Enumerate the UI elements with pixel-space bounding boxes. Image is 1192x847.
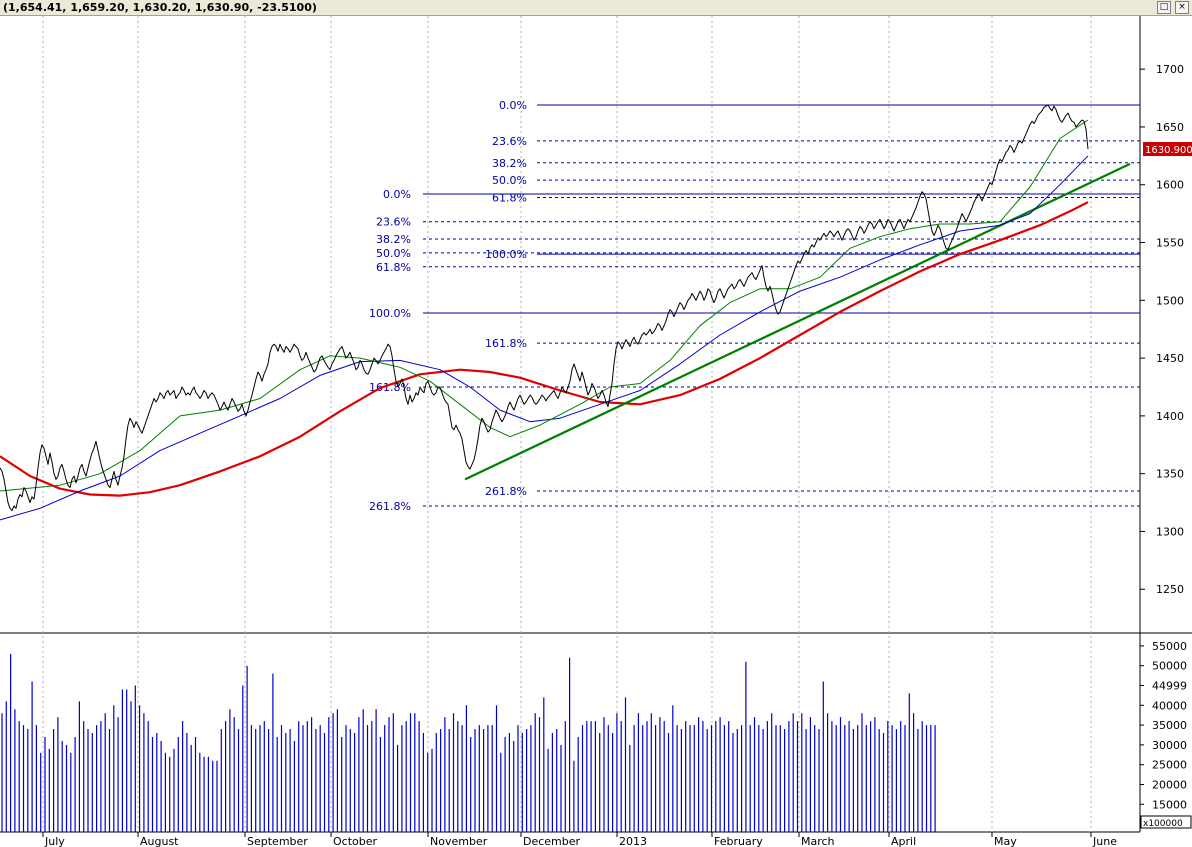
- month-label: November: [430, 835, 488, 847]
- volume-tick-label: 25000: [1152, 759, 1187, 772]
- price-tick-label: 1300: [1156, 525, 1184, 538]
- volume-tick-label: 50000: [1152, 660, 1187, 673]
- price-tick-label: 1400: [1156, 410, 1184, 423]
- volume-multiplier-label: x100000: [1143, 819, 1183, 829]
- fib-left-level-label: 23.6%: [376, 216, 411, 229]
- volume-tick-label: 15000: [1152, 798, 1187, 811]
- restore-icon[interactable]: □: [1157, 1, 1171, 14]
- moving-average-long-line: [0, 201, 1089, 497]
- fib-left-level-label: 61.8%: [376, 261, 411, 274]
- price-tick-label: 1450: [1156, 352, 1184, 365]
- fib-right-level-label: 61.8%: [492, 191, 527, 204]
- price-pane: [0, 16, 1140, 632]
- volume-tick-label: 40000: [1152, 699, 1187, 712]
- fib-right-level-label: 50.0%: [492, 174, 527, 187]
- volume-tick-label: 30000: [1152, 739, 1187, 752]
- price-tick-label: 1600: [1156, 179, 1184, 192]
- fib-right-level-label: 161.8%: [485, 337, 527, 350]
- month-label: March: [801, 835, 835, 847]
- fib-left-level-label: 100.0%: [369, 307, 411, 320]
- fib-left-level-label: 38.2%: [376, 233, 411, 246]
- moving-average-short-line: [0, 119, 1089, 492]
- fib-right-level-label: 100.0%: [485, 248, 527, 261]
- month-label: December: [523, 835, 581, 847]
- price-tick-label: 1700: [1156, 63, 1184, 76]
- month-label: May: [994, 835, 1017, 847]
- price-tick-label: 1500: [1156, 294, 1184, 307]
- month-label: 2013: [619, 835, 647, 847]
- trendline: [464, 162, 1131, 481]
- fib-right-level-label: 38.2%: [492, 157, 527, 170]
- volume-multiplier-box: [1140, 815, 1192, 829]
- ohlc-readout: (1,654.41, 1,659.20, 1,630.20, 1,630.90,…: [3, 1, 317, 14]
- month-label: June: [1092, 835, 1117, 847]
- month-label: October: [333, 835, 377, 847]
- last-price-label: 1630.900: [1145, 145, 1192, 156]
- volume-tick-label: 20000: [1152, 778, 1187, 791]
- month-label: February: [714, 835, 763, 847]
- volume-tick-label: 55000: [1152, 640, 1187, 653]
- price-tick-label: 1350: [1156, 468, 1184, 481]
- title-bar: (1,654.41, 1,659.20, 1,630.20, 1,630.90,…: [0, 0, 1192, 16]
- fib-left-level-label: 161.8%: [369, 381, 411, 394]
- moving-average-mid-line: [0, 155, 1089, 521]
- price-tick-label: 1650: [1156, 121, 1184, 134]
- month-label: April: [891, 835, 916, 847]
- fib-right-level-label: 261.8%: [485, 485, 527, 498]
- fib-left-level-label: 261.8%: [369, 500, 411, 513]
- month-label: September: [247, 835, 308, 847]
- fib-right-level-label: 0.0%: [499, 99, 527, 112]
- close-icon[interactable]: ×: [1175, 1, 1189, 14]
- price-tick-label: 1250: [1156, 583, 1184, 596]
- price-tick-label: 1550: [1156, 237, 1184, 250]
- fib-left-level-label: 50.0%: [376, 247, 411, 260]
- last-price-tag: [1143, 142, 1192, 157]
- month-label: July: [44, 835, 65, 847]
- fib-left-level-label: 0.0%: [383, 188, 411, 201]
- price-line: [0, 104, 1089, 512]
- month-label: August: [140, 835, 179, 847]
- volume-tick-label: 44999: [1152, 679, 1187, 692]
- volume-tick-label: 35000: [1152, 719, 1187, 732]
- fib-right-level-label: 23.6%: [492, 135, 527, 148]
